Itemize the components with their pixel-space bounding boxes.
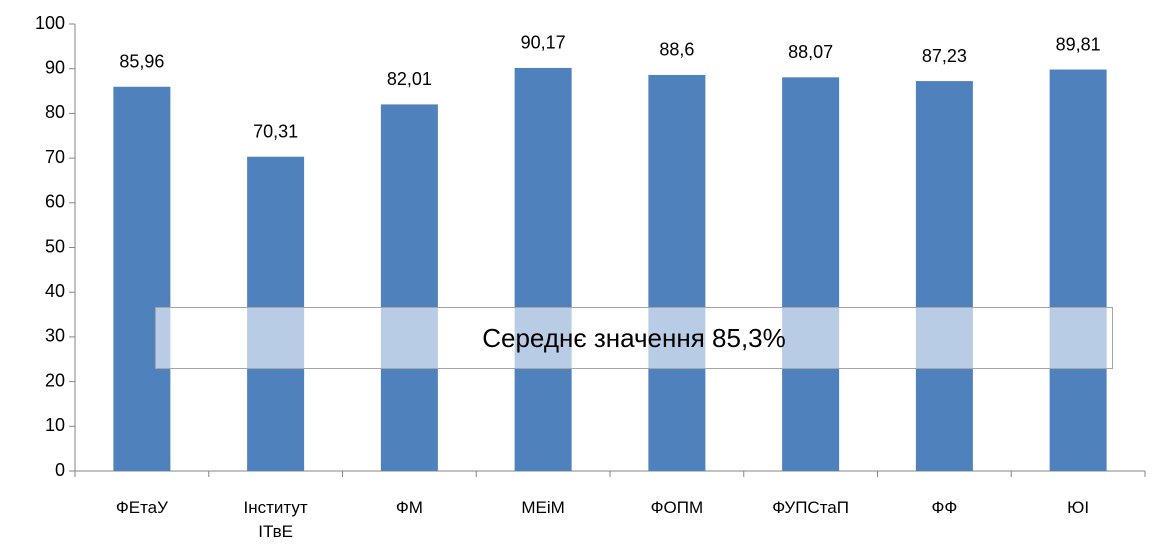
- annotation: Середнє значення 85,3%: [155, 307, 1113, 369]
- data-label: 88,07: [788, 42, 833, 62]
- x-tick-label: МЕіМ: [521, 498, 565, 517]
- y-tick-label: 100: [35, 13, 65, 33]
- data-label: 82,01: [387, 69, 432, 89]
- data-label: 89,81: [1056, 34, 1101, 54]
- data-label: 88,6: [659, 40, 694, 60]
- x-tick-label: ФЕтаУ: [115, 498, 168, 517]
- x-tick-label: ФУПСтаП: [772, 498, 849, 517]
- bar: [113, 86, 171, 472]
- data-label: 90,17: [521, 33, 566, 53]
- y-tick-label: 50: [45, 236, 65, 256]
- bar: [380, 104, 438, 472]
- y-tick-label: 30: [45, 326, 65, 346]
- x-tick-label: ЮІ: [1067, 498, 1090, 517]
- data-label: 70,31: [253, 121, 298, 141]
- y-tick-label: 60: [45, 192, 65, 212]
- bar: [1049, 69, 1107, 471]
- bar: [915, 81, 973, 471]
- y-tick-label: 20: [45, 370, 65, 390]
- x-tick-label: ФФ: [931, 498, 958, 517]
- y-tick-label: 40: [45, 281, 65, 301]
- y-tick-label: 10: [45, 415, 65, 435]
- y-tick-label: 90: [45, 57, 65, 77]
- bar: [648, 74, 706, 471]
- data-label: 85,96: [119, 52, 164, 72]
- x-tick-label: ФМ: [395, 498, 423, 517]
- bar: [514, 67, 572, 472]
- x-tick-label: Інститут ІТвЕ: [243, 498, 308, 541]
- bar: [782, 77, 840, 472]
- data-label: 87,23: [922, 46, 967, 66]
- y-tick-label: 80: [45, 102, 65, 122]
- y-tick-label: 0: [55, 460, 65, 480]
- y-tick-label: 70: [45, 147, 65, 167]
- x-tick-label: ФОПМ: [650, 498, 704, 517]
